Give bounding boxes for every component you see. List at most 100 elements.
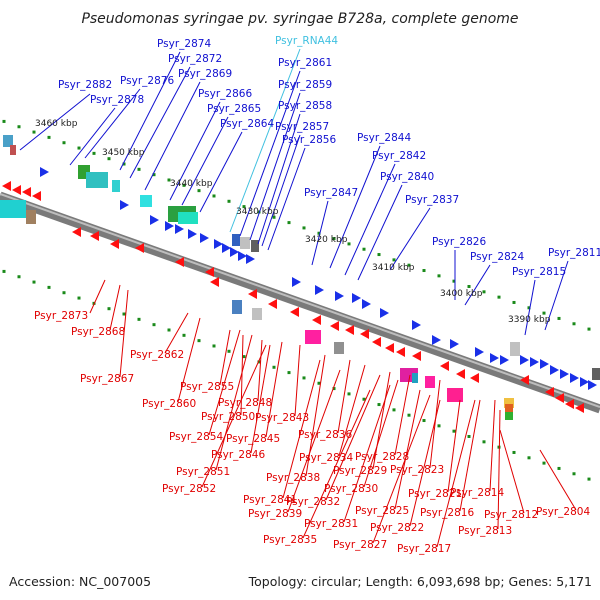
forward-gene-label[interactable]: Psyr_2859 xyxy=(278,79,332,91)
forward-gene-label[interactable]: Psyr_2840 xyxy=(380,171,434,183)
reverse-gene-label[interactable]: Psyr_2843 xyxy=(255,412,309,424)
leader-line xyxy=(201,344,267,488)
tick-dot xyxy=(467,434,471,438)
reverse-gene-arrow xyxy=(2,181,11,191)
gene-block xyxy=(240,237,250,249)
reverse-gene-label[interactable]: Psyr_2873 xyxy=(34,310,88,322)
reverse-gene-label[interactable]: Psyr_2817 xyxy=(397,543,451,555)
forward-gene-label[interactable]: Psyr_2882 xyxy=(58,79,112,91)
reverse-gene-label[interactable]: Psyr_2831 xyxy=(304,518,358,530)
reverse-gene-label[interactable]: Psyr_2830 xyxy=(324,483,378,495)
forward-gene-label[interactable]: Psyr_2878 xyxy=(90,94,144,106)
tick-dot xyxy=(347,242,351,246)
forward-gene-label[interactable]: Psyr_2869 xyxy=(178,68,232,80)
reverse-gene-label[interactable]: Psyr_2845 xyxy=(226,433,280,445)
forward-gene-label[interactable]: Psyr_2872 xyxy=(168,53,222,65)
reverse-gene-arrow xyxy=(385,343,394,353)
tick-dot xyxy=(362,247,366,251)
reverse-gene-label[interactable]: Psyr_2829 xyxy=(333,465,387,477)
forward-gene-label[interactable]: Psyr_2857 xyxy=(275,121,329,133)
reverse-gene-arrow xyxy=(290,307,299,317)
reverse-gene-arrow xyxy=(396,347,405,357)
forward-gene-label[interactable]: Psyr_2856 xyxy=(282,134,336,146)
gene-block xyxy=(505,404,513,412)
leader-line xyxy=(394,389,421,510)
leader-line xyxy=(429,379,441,469)
tick-dot xyxy=(107,157,111,161)
reverse-gene-label[interactable]: Psyr_2868 xyxy=(71,326,125,338)
reverse-gene-label[interactable]: Psyr_2846 xyxy=(211,449,265,461)
tick-dot xyxy=(572,472,576,476)
reverse-gene-label[interactable]: Psyr_2822 xyxy=(370,522,424,534)
reverse-gene-label[interactable]: Psyr_2854 xyxy=(169,431,223,443)
reverse-gene-label[interactable]: Psyr_2834 xyxy=(299,452,353,464)
reverse-gene-label[interactable]: Psyr_2821 xyxy=(408,488,462,500)
reverse-gene-label[interactable]: Psyr_2828 xyxy=(355,451,409,463)
reverse-gene-arrow xyxy=(456,369,465,379)
forward-gene-label[interactable]: Psyr_RNA44 xyxy=(275,35,338,47)
forward-gene-label[interactable]: Psyr_2824 xyxy=(470,251,524,263)
forward-gene-label[interactable]: Psyr_2847 xyxy=(304,187,358,199)
gene-block xyxy=(504,398,514,408)
tick-dot xyxy=(32,130,36,134)
tick-dot xyxy=(92,151,96,155)
reverse-gene-label[interactable]: Psyr_2835 xyxy=(263,534,317,546)
reverse-gene-label[interactable]: Psyr_2851 xyxy=(176,466,230,478)
forward-gene-label[interactable]: Psyr_2858 xyxy=(278,100,332,112)
reverse-gene-label[interactable]: Psyr_2838 xyxy=(266,472,320,484)
forward-gene-arrow xyxy=(238,251,247,261)
forward-gene-arrow xyxy=(520,355,529,365)
forward-gene-label[interactable]: Psyr_2815 xyxy=(512,266,566,278)
reverse-gene-label[interactable]: Psyr_2812 xyxy=(484,509,538,521)
tick-dot xyxy=(17,275,21,279)
reverse-gene-label[interactable]: Psyr_2852 xyxy=(162,483,216,495)
reverse-gene-label[interactable]: Psyr_2850 xyxy=(201,411,255,423)
backbone-highlight xyxy=(0,193,600,408)
forward-gene-label[interactable]: Psyr_2876 xyxy=(120,75,174,87)
reverse-gene-label[interactable]: Psyr_2839 xyxy=(248,508,302,520)
reverse-gene-label[interactable]: Psyr_2816 xyxy=(420,507,474,519)
forward-gene-labels: Psyr_2874 Psyr_2872 Psyr_2869 Psyr_2882 Psyr… xyxy=(58,35,600,278)
reverse-gene-label[interactable]: Psyr_2867 xyxy=(80,373,134,385)
reverse-gene-label[interactable]: Psyr_2823 xyxy=(390,464,444,476)
forward-gene-label[interactable]: Psyr_2811 xyxy=(548,247,600,259)
forward-gene-label[interactable]: Psyr_2842 xyxy=(372,150,426,162)
reverse-gene-label[interactable]: Psyr_2836 xyxy=(298,429,352,441)
leader-line xyxy=(325,374,381,501)
reverse-gene-label[interactable]: Psyr_2841 xyxy=(243,494,297,506)
tick-dot xyxy=(527,456,531,460)
forward-gene-label[interactable]: Psyr_2864 xyxy=(220,118,274,130)
tick-dot xyxy=(332,237,336,241)
forward-gene-label[interactable]: Psyr_2844 xyxy=(357,132,411,144)
gene-block xyxy=(252,308,262,320)
reverse-gene-label[interactable]: Psyr_2814 xyxy=(450,487,504,499)
reverse-gene-label[interactable]: Psyr_2832 xyxy=(286,496,340,508)
reverse-gene-label[interactable]: Psyr_2855 xyxy=(180,381,234,393)
forward-gene-label[interactable]: Psyr_2837 xyxy=(405,194,459,206)
reverse-gene-label[interactable]: Psyr_2827 xyxy=(333,539,387,551)
reverse-gene-label[interactable]: Psyr_2860 xyxy=(142,398,196,410)
forward-gene-arrow xyxy=(490,353,499,363)
tick-dot xyxy=(302,226,306,230)
gene-block xyxy=(305,330,321,344)
reverse-gene-label[interactable]: Psyr_2813 xyxy=(458,525,512,537)
tick-dot xyxy=(212,194,216,198)
leader-line xyxy=(294,344,301,417)
forward-gene-label[interactable]: Psyr_2861 xyxy=(278,57,332,69)
reverse-gene-arrow xyxy=(248,289,257,299)
tick-dot xyxy=(227,199,231,203)
reverse-gene-label[interactable]: Psyr_2862 xyxy=(130,349,184,361)
reverse-gene-label[interactable]: Psyr_2804 xyxy=(536,506,590,518)
forward-gene-label[interactable]: Psyr_2826 xyxy=(432,236,486,248)
leader-line xyxy=(497,409,501,530)
forward-gene-label[interactable]: Psyr_2866 xyxy=(198,88,252,100)
forward-gene-label[interactable]: Psyr_2865 xyxy=(207,103,261,115)
reverse-gene-label[interactable]: Psyr_2825 xyxy=(355,505,409,517)
reverse-gene-arrow xyxy=(360,329,369,339)
reverse-gene-label[interactable]: Psyr_2848 xyxy=(218,397,272,409)
reverse-gene-arrow xyxy=(110,239,119,249)
forward-gene-label[interactable]: Psyr_2874 xyxy=(157,38,211,50)
forward-gene-arrow xyxy=(222,243,231,253)
leader-line xyxy=(464,264,491,306)
reverse-gene-arrow xyxy=(565,399,574,409)
